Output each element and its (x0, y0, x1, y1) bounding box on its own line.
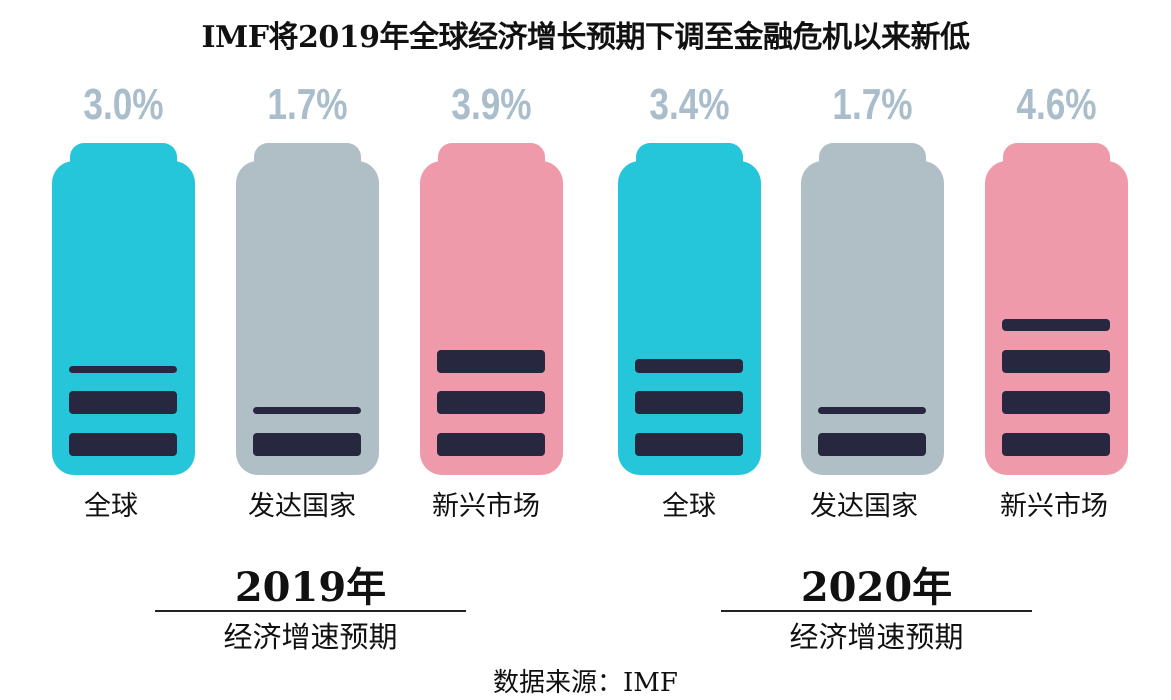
category-label: 新兴市场 (432, 491, 540, 522)
category-label: 发达国家 (248, 491, 356, 522)
battery-body (985, 161, 1128, 475)
level-segment (437, 433, 545, 456)
value-label: 4.6% (1016, 80, 1097, 129)
battery-bar (985, 143, 1128, 475)
level-segment (1002, 391, 1110, 414)
level-segment (818, 433, 926, 456)
level-segment (69, 391, 177, 414)
level-segment (635, 433, 743, 456)
level-segment (635, 358, 743, 373)
battery-bar (618, 143, 761, 475)
year-label: 2020年 (800, 564, 953, 611)
divider (721, 610, 1032, 612)
level-segment (253, 433, 361, 456)
battery-bar (420, 143, 563, 475)
year-subtitle: 经济增速预期 (789, 620, 964, 654)
level-segment (69, 365, 177, 373)
level-segment (437, 350, 545, 373)
year-label: 2019年 (234, 564, 387, 611)
battery-body (52, 161, 195, 475)
level-segment (69, 433, 177, 456)
battery-body (236, 161, 379, 475)
category-label: 全球 (84, 491, 138, 522)
value-label: 1.7% (267, 80, 348, 129)
divider (155, 610, 466, 612)
value-label: 3.4% (649, 80, 730, 129)
battery-bar (236, 143, 379, 475)
battery-bar (801, 143, 944, 475)
level-segment (253, 406, 361, 414)
value-label: 3.0% (83, 80, 164, 129)
level-segment (635, 391, 743, 414)
year-subtitle: 经济增速预期 (223, 620, 398, 654)
battery-body (420, 161, 563, 475)
category-label: 全球 (662, 491, 716, 522)
battery-body (618, 161, 761, 475)
category-label: 发达国家 (810, 491, 918, 522)
source-note: 数据来源：IMF (493, 668, 678, 698)
level-segment (1002, 318, 1110, 331)
value-label: 1.7% (832, 80, 913, 129)
value-label: 3.9% (451, 80, 532, 129)
battery-bar (52, 143, 195, 475)
level-segment (1002, 433, 1110, 456)
battery-body (801, 161, 944, 475)
level-segment (818, 406, 926, 414)
level-segment (437, 391, 545, 414)
level-segment (1002, 350, 1110, 373)
chart-title: IMF将2019年全球经济增长预期下调至金融危机以来新低 (201, 20, 970, 55)
category-label: 新兴市场 (1000, 491, 1108, 522)
